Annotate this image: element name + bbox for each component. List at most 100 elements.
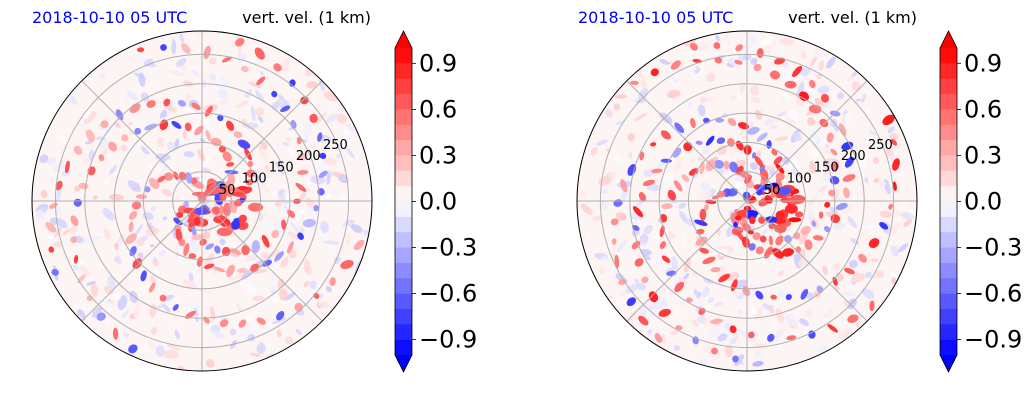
field-cell xyxy=(271,188,278,198)
field-cell xyxy=(319,77,325,92)
rainband-cell xyxy=(714,56,722,64)
colorbar-segment xyxy=(940,170,957,187)
polar-grid-left xyxy=(32,31,372,371)
rainband-cell xyxy=(800,288,809,300)
field-cell xyxy=(724,345,734,358)
rainband-cell xyxy=(128,221,134,233)
rainband-cell xyxy=(699,247,709,254)
field-cell xyxy=(120,144,128,152)
rainband-cell xyxy=(670,60,681,70)
rainband-cell xyxy=(830,148,838,156)
rainband-cell xyxy=(695,140,703,145)
field-cell xyxy=(697,157,704,161)
eyewall-cell xyxy=(777,186,792,196)
field-cell xyxy=(320,220,329,234)
rainband-cell xyxy=(280,105,291,113)
field-cell xyxy=(231,272,244,285)
field-cell xyxy=(837,196,845,202)
field-cell xyxy=(275,161,284,175)
rainband-cell xyxy=(741,236,750,248)
rainband-cell xyxy=(125,233,137,245)
field-cell xyxy=(248,81,262,88)
rainband-cell xyxy=(747,331,755,339)
colorbar-extend-min xyxy=(395,355,412,372)
rainband-cell xyxy=(296,169,309,175)
radial-label-50: 50 xyxy=(219,183,236,198)
colorbar-tick-0.6: 0.6 xyxy=(419,95,457,123)
rainband-cell xyxy=(148,177,160,189)
field-cell xyxy=(776,111,787,117)
field-cell xyxy=(121,309,130,319)
rainband-cell xyxy=(770,294,777,300)
colorbar-extend-max xyxy=(395,31,412,48)
field-cell xyxy=(812,346,825,353)
rainband-cell xyxy=(650,68,659,77)
field-cell xyxy=(739,82,746,93)
field-cell xyxy=(783,92,790,101)
polar-panel-left: 2018-10-10 05 UTC vert. vel. (1 km) 50 1… xyxy=(31,8,477,373)
field-cell xyxy=(865,271,872,278)
colorbar-tick-neg-0.3: −0.3 xyxy=(964,234,1022,262)
rainband-cell xyxy=(297,232,304,240)
rainband-cell xyxy=(784,80,797,89)
field-cell xyxy=(717,145,728,156)
rainband-cell xyxy=(844,156,855,168)
field-cell xyxy=(175,57,187,67)
field-cell xyxy=(783,70,792,83)
field-cell xyxy=(163,349,179,359)
rainband-cell xyxy=(747,126,760,135)
field-cell xyxy=(788,109,799,122)
rainband-cell xyxy=(230,248,242,255)
field-cell xyxy=(56,134,70,145)
field-cell xyxy=(829,118,838,127)
field-cell xyxy=(729,94,738,100)
field-cell xyxy=(202,117,212,129)
field-cell xyxy=(271,317,287,325)
colorbar-tick-neg-0.6: −0.6 xyxy=(964,280,1022,308)
rainband-cell xyxy=(317,132,323,142)
colorbar-segment xyxy=(395,201,412,218)
field-cell xyxy=(90,284,99,297)
rainband-cell xyxy=(100,120,109,128)
field-cell xyxy=(799,301,807,312)
field-cell xyxy=(817,85,830,94)
field-cell xyxy=(305,121,311,127)
rainband-cell xyxy=(831,162,840,171)
field-cell xyxy=(659,112,673,124)
rainband-cell xyxy=(650,142,657,147)
rainband-cell xyxy=(752,232,761,240)
colorbar-segment xyxy=(940,63,957,79)
field-cell xyxy=(288,249,297,259)
rainband-cell xyxy=(188,253,197,260)
rainband-cell xyxy=(302,218,316,228)
rainband-cell xyxy=(869,300,875,312)
field-cell xyxy=(306,81,318,89)
rainband-cell xyxy=(638,315,649,326)
eyewall-cell xyxy=(231,220,240,230)
field-cell xyxy=(807,117,815,126)
field-cell xyxy=(147,341,156,350)
field-cell xyxy=(260,151,269,160)
rainband-cell xyxy=(85,129,96,143)
rainband-cell xyxy=(753,63,762,72)
colorbar-segment xyxy=(940,308,957,325)
colorbar-segment xyxy=(940,48,957,64)
colorbar-segment xyxy=(395,109,412,126)
radial-label-100: 100 xyxy=(787,172,812,187)
rainband-cell xyxy=(842,174,856,182)
polar-outline-right xyxy=(576,30,918,372)
rainband-cell xyxy=(221,56,232,63)
field-cell xyxy=(671,256,678,271)
field-cell xyxy=(92,194,98,200)
field-cell xyxy=(896,143,906,149)
radial-label-150: 150 xyxy=(269,160,294,175)
field-cell xyxy=(179,33,185,43)
rainband-cell xyxy=(148,282,156,293)
rainband-cell xyxy=(735,44,744,52)
field-cell xyxy=(749,307,757,317)
colorbar-segment xyxy=(940,278,957,294)
rainband-cell xyxy=(64,160,70,174)
field-cell xyxy=(284,291,296,301)
field-cell xyxy=(122,97,129,101)
